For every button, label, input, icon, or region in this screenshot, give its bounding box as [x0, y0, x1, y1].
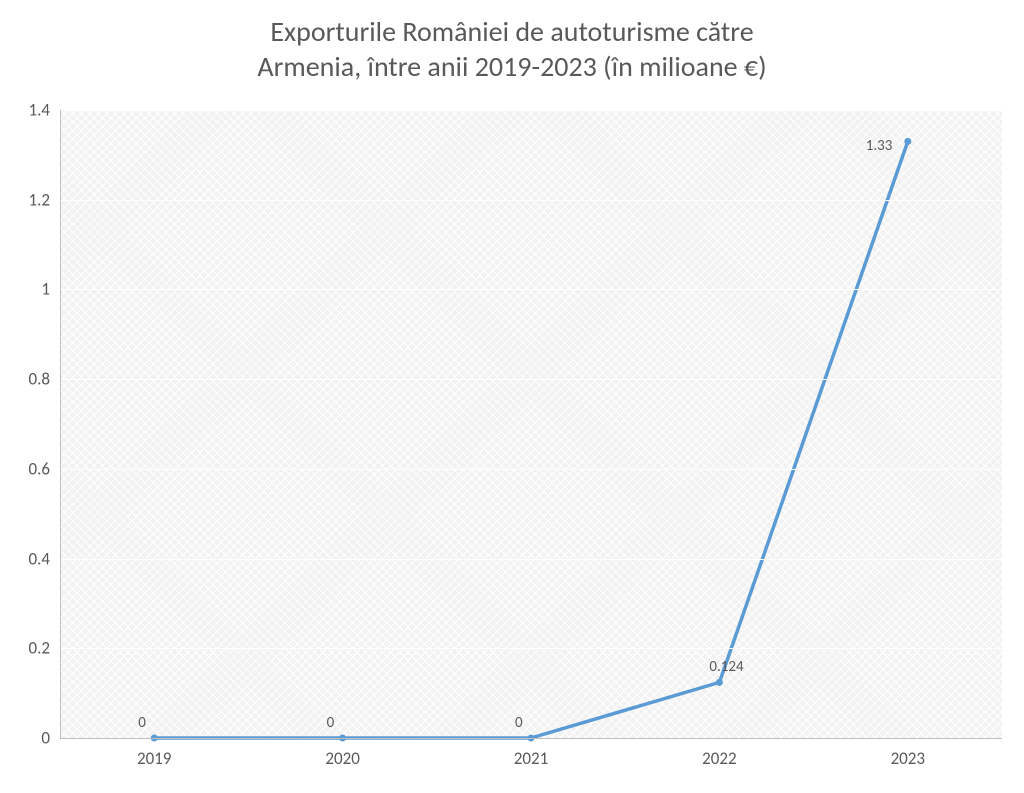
y-tick-label: 0.8	[28, 369, 60, 390]
gridline	[60, 648, 1002, 649]
x-tick-label: 2019	[137, 738, 171, 769]
x-tick-label: 2020	[325, 738, 359, 769]
plot-area: 00.20.40.60.811.21.420192020202120222023…	[60, 110, 1002, 738]
data-label: 0.124	[709, 658, 743, 676]
y-tick-label: 1	[41, 279, 60, 300]
data-label: 0	[138, 714, 146, 732]
y-tick-label: 0.6	[28, 458, 60, 479]
x-tick-label: 2022	[702, 738, 736, 769]
line-series	[60, 110, 1002, 738]
gridline	[60, 289, 1002, 290]
chart-title-line-2: Armenia, între anii 2019-2023 (în milioa…	[257, 49, 766, 84]
data-point	[904, 138, 911, 145]
y-tick-label: 1.4	[28, 100, 60, 121]
gridline	[60, 110, 1002, 111]
gridline	[60, 379, 1002, 380]
data-label: 0	[327, 714, 335, 732]
chart-container: Exporturile României de autoturisme cătr…	[0, 0, 1024, 793]
gridline	[60, 200, 1002, 201]
y-axis	[60, 110, 62, 738]
x-axis	[60, 738, 1002, 740]
gridline	[60, 559, 1002, 560]
data-label: 1.33	[866, 137, 893, 155]
y-tick-label: 0.2	[28, 638, 60, 659]
y-tick-label: 0	[41, 728, 60, 749]
chart-title: Exporturile României de autoturisme cătr…	[0, 0, 1024, 84]
data-point	[716, 679, 723, 686]
x-tick-label: 2023	[891, 738, 925, 769]
data-label: 0	[515, 714, 523, 732]
y-tick-label: 0.4	[28, 548, 60, 569]
x-tick-label: 2021	[514, 738, 548, 769]
chart-title-line-1: Exporturile României de autoturisme cătr…	[270, 14, 753, 49]
y-tick-label: 1.2	[28, 189, 60, 210]
gridline	[60, 469, 1002, 470]
